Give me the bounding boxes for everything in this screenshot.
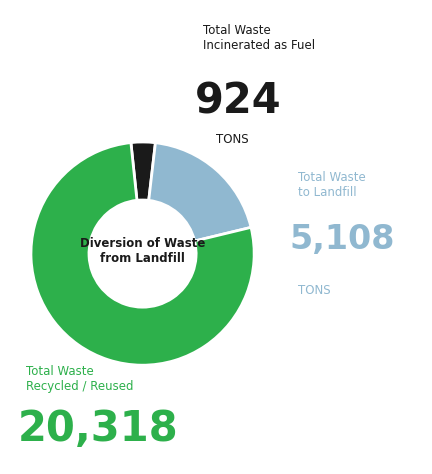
Text: 924: 924 bbox=[194, 81, 281, 123]
Text: TONS: TONS bbox=[298, 284, 331, 297]
Text: Diversion of Waste
from Landfill: Diversion of Waste from Landfill bbox=[80, 237, 205, 265]
Text: 5,108: 5,108 bbox=[289, 223, 395, 256]
Text: Total Waste
Incinerated as Fuel: Total Waste Incinerated as Fuel bbox=[203, 24, 315, 52]
Text: 20,318: 20,318 bbox=[17, 408, 178, 450]
Text: Total Waste
to Landfill: Total Waste to Landfill bbox=[298, 171, 366, 199]
Text: TONS: TONS bbox=[216, 133, 249, 146]
Text: Total Waste
Recycled / Reused: Total Waste Recycled / Reused bbox=[26, 365, 133, 393]
Wedge shape bbox=[149, 143, 251, 241]
Wedge shape bbox=[31, 143, 254, 365]
Wedge shape bbox=[131, 142, 156, 201]
